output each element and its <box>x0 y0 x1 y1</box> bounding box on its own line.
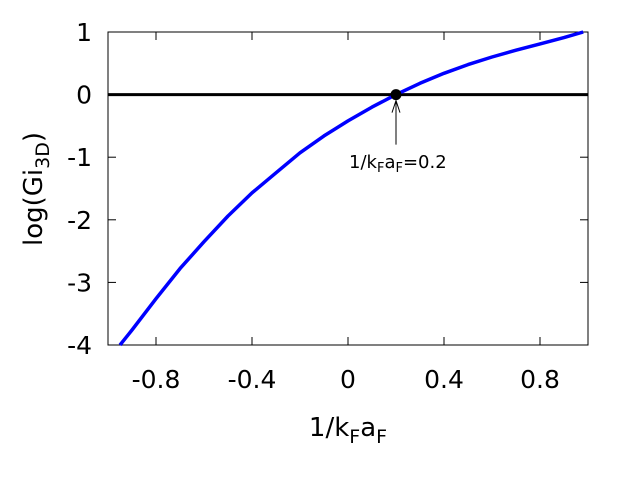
annotation-point <box>390 89 402 101</box>
plot-frame <box>107 31 589 346</box>
tick-marks <box>108 31 588 346</box>
y-tick-label: -1 <box>67 143 92 172</box>
tick-labels: -0.8 -0.4 0 0.4 0.8 -4 -3 -2 -1 0 1 <box>67 18 560 394</box>
x-axis-label: 1/kFaF <box>309 413 387 448</box>
annotation-text: 1/kFaF=0.2 <box>349 152 447 176</box>
x-tick-label: -0.4 <box>228 365 277 394</box>
y-axis-label: log(Gi3D) <box>19 132 54 246</box>
annotation: 1/kFaF=0.2 <box>349 89 447 176</box>
y-tick-label: -3 <box>67 268 92 297</box>
annotation-arrowhead <box>391 99 401 113</box>
x-tick-label: 0 <box>340 365 356 394</box>
y-tick-label: 0 <box>76 81 92 110</box>
y-tick-label: -4 <box>67 331 92 360</box>
x-tick-label: -0.8 <box>132 365 181 394</box>
x-tick-label: 0.4 <box>424 365 464 394</box>
x-tick-label: 0.8 <box>520 365 560 394</box>
y-tick-label: 1 <box>76 18 92 47</box>
y-tick-label: -2 <box>67 206 92 235</box>
series-line <box>118 30 584 347</box>
